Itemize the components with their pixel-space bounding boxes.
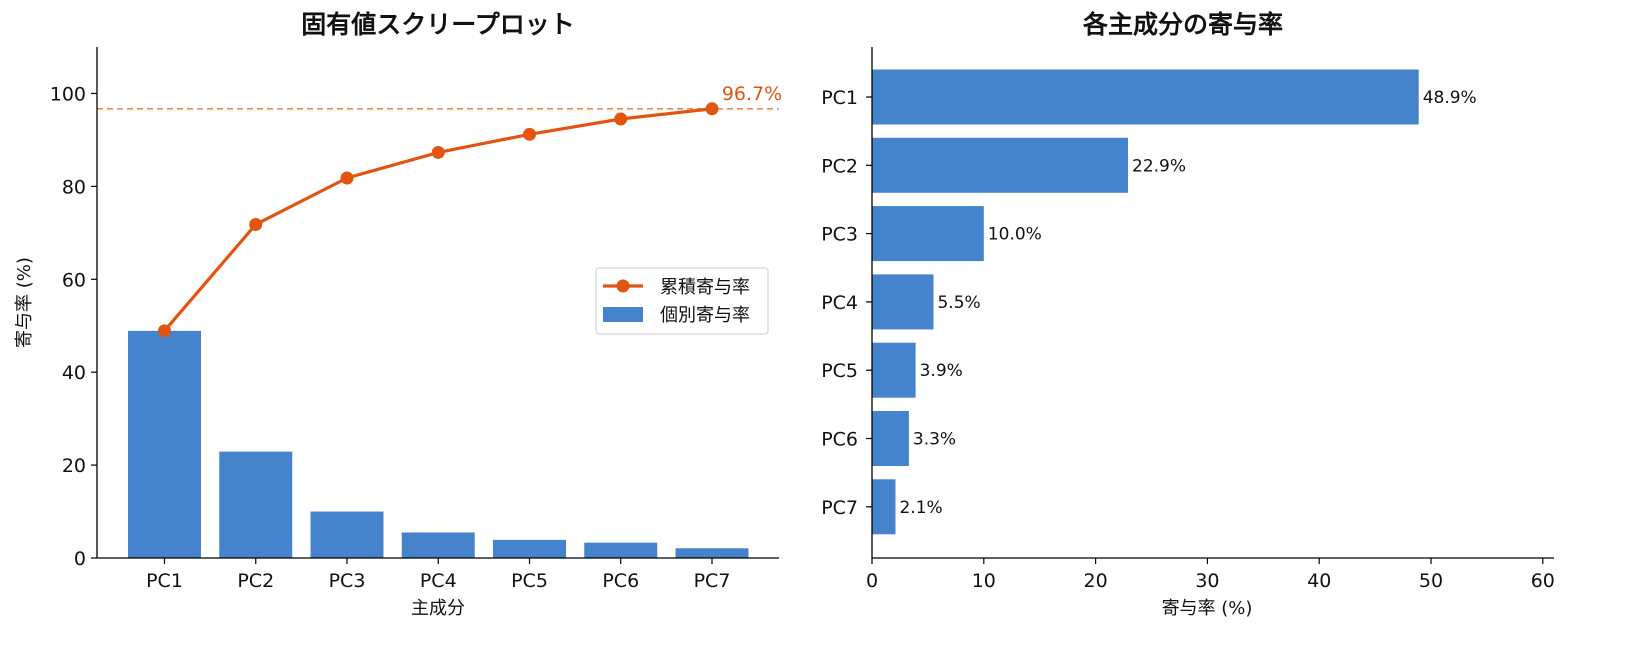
left-x-tick-label: PC2: [237, 570, 274, 592]
right-y-tick-label: PC3: [821, 224, 858, 246]
left-x-tick-label: PC6: [602, 570, 639, 592]
contribution-bar-pc2: [872, 137, 1129, 193]
contribution-data-label: 2.1%: [899, 498, 942, 518]
contribution-bar-pc3: [872, 206, 984, 262]
reference-line-label: 96.7%: [722, 83, 782, 105]
contribution-bar-pc4: [872, 274, 934, 330]
contribution-data-label: 48.9%: [1423, 88, 1477, 108]
left-x-tick-label: PC3: [329, 570, 366, 592]
right-y-tick-label: PC4: [821, 292, 858, 314]
legend-marker-swatch: [616, 279, 630, 293]
right-x-axis-label: 寄与率 (%): [1162, 598, 1253, 619]
right-x-tick-label: 10: [972, 570, 996, 592]
scree-bar-pc2: [219, 451, 293, 558]
left-x-tick-label: PC1: [146, 570, 183, 592]
cumulative-point-pc5: [523, 127, 536, 141]
scree-bar-pc1: [128, 330, 201, 558]
right-y-tick-label: PC5: [821, 360, 858, 382]
right-x-tick-label: 60: [1531, 570, 1555, 592]
right-y-tick-label: PC1: [821, 87, 858, 109]
right-y-tick-label: PC2: [821, 155, 858, 177]
contribution-bar-pc7: [872, 479, 896, 535]
right-x-tick-label: 30: [1195, 570, 1219, 592]
scree-bar-pc6: [584, 542, 658, 558]
contribution-data-label: 5.5%: [937, 293, 980, 313]
legend-label-individual: 個別寄与率: [660, 305, 750, 326]
scree-bar-pc7: [675, 548, 749, 558]
scree-bar-pc4: [401, 532, 475, 558]
cumulative-point-pc3: [340, 171, 354, 185]
left-x-tick-label: PC7: [694, 570, 731, 592]
scree-bar-pc3: [310, 511, 384, 558]
cumulative-point-pc4: [431, 145, 445, 159]
left-y-tick-label: 20: [62, 455, 86, 477]
right-x-tick-label: 50: [1419, 570, 1443, 592]
cumulative-point-pc6: [614, 112, 628, 126]
right-y-tick-label: PC7: [821, 497, 858, 519]
contribution-bar-pc1: [872, 69, 1419, 125]
left-x-axis-label: 主成分: [411, 598, 465, 619]
contribution-bar-pc5: [872, 342, 916, 398]
legend-bar-swatch: [603, 307, 643, 322]
contribution-data-label: 22.9%: [1132, 156, 1186, 176]
left-y-tick-label: 0: [74, 548, 86, 570]
contribution-bar-pc6: [872, 411, 909, 466]
cumulative-point-pc2: [249, 217, 263, 231]
right-x-tick-label: 40: [1307, 570, 1331, 592]
left-y-tick-label: 40: [62, 362, 86, 384]
left-x-tick-label: PC5: [511, 570, 548, 592]
contribution-data-label: 3.3%: [913, 430, 956, 450]
legend-label-cumulative: 累積寄与率: [660, 277, 750, 298]
scree-bar-pc5: [493, 539, 566, 558]
cumulative-point-pc7: [705, 102, 719, 116]
right-x-tick-label: 20: [1084, 570, 1108, 592]
right-chart-title: 各主成分の寄与率: [1082, 10, 1283, 39]
cumulative-point-pc1: [158, 324, 171, 338]
left-y-tick-label: 80: [62, 176, 86, 198]
left-y-tick-label: 100: [50, 83, 86, 105]
contribution-data-label: 3.9%: [920, 361, 963, 381]
left-y-axis-label: 寄与率 (%): [14, 257, 35, 348]
left-y-tick-label: 60: [62, 269, 86, 291]
left-chart-title: 固有値スクリープロット: [301, 10, 575, 39]
left-x-tick-label: PC4: [420, 570, 457, 592]
right-x-tick-label: 0: [866, 570, 878, 592]
contribution-data-label: 10.0%: [988, 225, 1042, 245]
right-y-tick-label: PC6: [821, 429, 858, 451]
